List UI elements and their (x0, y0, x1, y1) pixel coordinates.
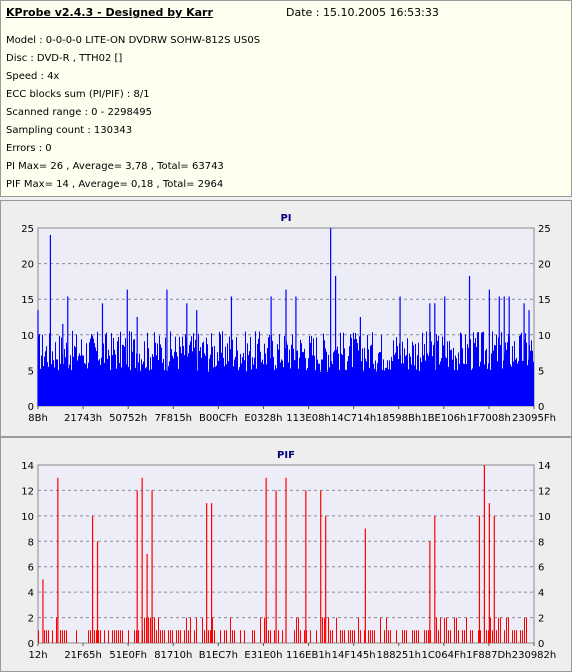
y-tick-label-right: 6 (538, 563, 544, 574)
info-ecc-sum: ECC blocks sum (PI/PIF) : 8/1 (6, 89, 150, 100)
x-tick-label: E31E0h (244, 650, 282, 661)
x-tick-label: E0328h (244, 413, 282, 424)
x-tick-label: 1F887Dh (466, 650, 511, 661)
info-speed: Speed : 4x (6, 71, 60, 82)
x-tick-label: 51E0Fh (109, 650, 147, 661)
info-disc: Disc : DVD-R , TTH02 [] (6, 53, 123, 64)
x-tick-label: 18598Bh (376, 413, 421, 424)
x-tick-label: 23095Fh (512, 413, 556, 424)
chart-title: PI (280, 213, 291, 224)
y-tick-label: 14 (21, 461, 34, 472)
y-tick-label-right: 0 (538, 402, 544, 413)
x-tick-label: 14C714h (331, 413, 376, 424)
y-tick-label-right: 8 (538, 537, 544, 548)
y-tick-label: 12 (21, 486, 34, 497)
x-tick-label: 14F145h (332, 650, 376, 661)
info-model: Model : 0-0-0-0 LITE-ON DVDRW SOHW-812S … (6, 35, 261, 46)
scan-date: Date : 15.10.2005 16:53:33 (286, 6, 439, 19)
y-tick-label-right: 12 (538, 486, 551, 497)
x-tick-label: 116EB1h (286, 650, 331, 661)
data-bars (37, 228, 534, 406)
info-scanned-range: Scanned range : 0 - 2298495 (6, 107, 152, 118)
info-sampling-count: Sampling count : 130343 (6, 125, 133, 136)
pif-chart-panel: PIF 0 0 2 2 4 4 6 6 8 8 10 10 12 12 14 14 12h 21F65h 51E0Fh… (0, 437, 572, 672)
y-tick-label-right: 14 (538, 461, 551, 472)
app-title: KProbe v2.4.3 - Designed by Karr (6, 6, 213, 19)
y-tick-label-right: 25 (538, 224, 551, 235)
y-tick-label: 20 (21, 260, 34, 271)
y-tick-label-right: 10 (538, 331, 551, 342)
pi-chart: PI 0 0 5 5 10 10 15 15 20 20 25 25 8Bh 21743h 50752h 7F8… (21, 213, 556, 424)
pi-chart-panel: PI 0 0 5 5 10 10 15 15 20 20 25 25 8Bh 21743h 50752h 7F8… (0, 200, 572, 437)
y-tick-label-right: 0 (538, 639, 544, 650)
chart-title: PIF (277, 450, 295, 461)
x-tick-label: 21F65h (64, 650, 102, 661)
y-tick-label: 0 (28, 402, 34, 413)
y-tick-label: 10 (21, 331, 34, 342)
x-tick-label: 21743h (64, 413, 102, 424)
info-pi-stats: PI Max= 26 , Average= 3,78 , Total= 6374… (6, 161, 224, 172)
y-tick-label-right: 5 (538, 366, 544, 377)
x-tick-label: 113E08h (286, 413, 330, 424)
x-tick-label: 1F7008h (467, 413, 511, 424)
y-tick-label-right: 10 (538, 512, 551, 523)
y-tick-label-right: 2 (538, 614, 544, 625)
pif-chart: PIF 0 0 2 2 4 4 6 6 8 8 10 10 12 12 14 14 12h 21F65h 51E0Fh… (21, 450, 557, 661)
y-tick-label: 2 (28, 614, 34, 625)
x-tick-label: 1C064Fh (422, 650, 467, 661)
info-errors: Errors : 0 (6, 143, 52, 154)
y-tick-label: 8 (28, 537, 34, 548)
x-tick-label: B00CFh (199, 413, 238, 424)
y-tick-label: 6 (28, 563, 34, 574)
y-tick-label: 4 (28, 588, 34, 599)
y-tick-label: 10 (21, 512, 34, 523)
x-tick-label: 230982h (512, 650, 557, 661)
y-tick-label-right: 20 (538, 260, 551, 271)
x-tick-label: 7F815h (154, 413, 192, 424)
x-tick-label: 12h (28, 650, 47, 661)
x-tick-label: 1BE106h (421, 413, 466, 424)
x-tick-label: 188251h (376, 650, 421, 661)
info-pif-stats: PIF Max= 14 , Average= 0,18 , Total= 296… (6, 179, 224, 190)
y-tick-label: 0 (28, 639, 34, 650)
data-bars (38, 465, 527, 643)
y-tick-label: 5 (28, 366, 34, 377)
y-tick-label: 25 (21, 224, 34, 235)
y-tick-label: 15 (21, 295, 34, 306)
y-tick-label-right: 4 (538, 588, 544, 599)
y-tick-label-right: 15 (538, 295, 551, 306)
info-panel: KProbe v2.4.3 - Designed by Karr Date : … (0, 0, 572, 197)
x-tick-label: 8Bh (28, 413, 48, 424)
x-tick-label: B1EC7h (199, 650, 238, 661)
x-tick-label: 81710h (154, 650, 192, 661)
x-tick-label: 50752h (109, 413, 147, 424)
